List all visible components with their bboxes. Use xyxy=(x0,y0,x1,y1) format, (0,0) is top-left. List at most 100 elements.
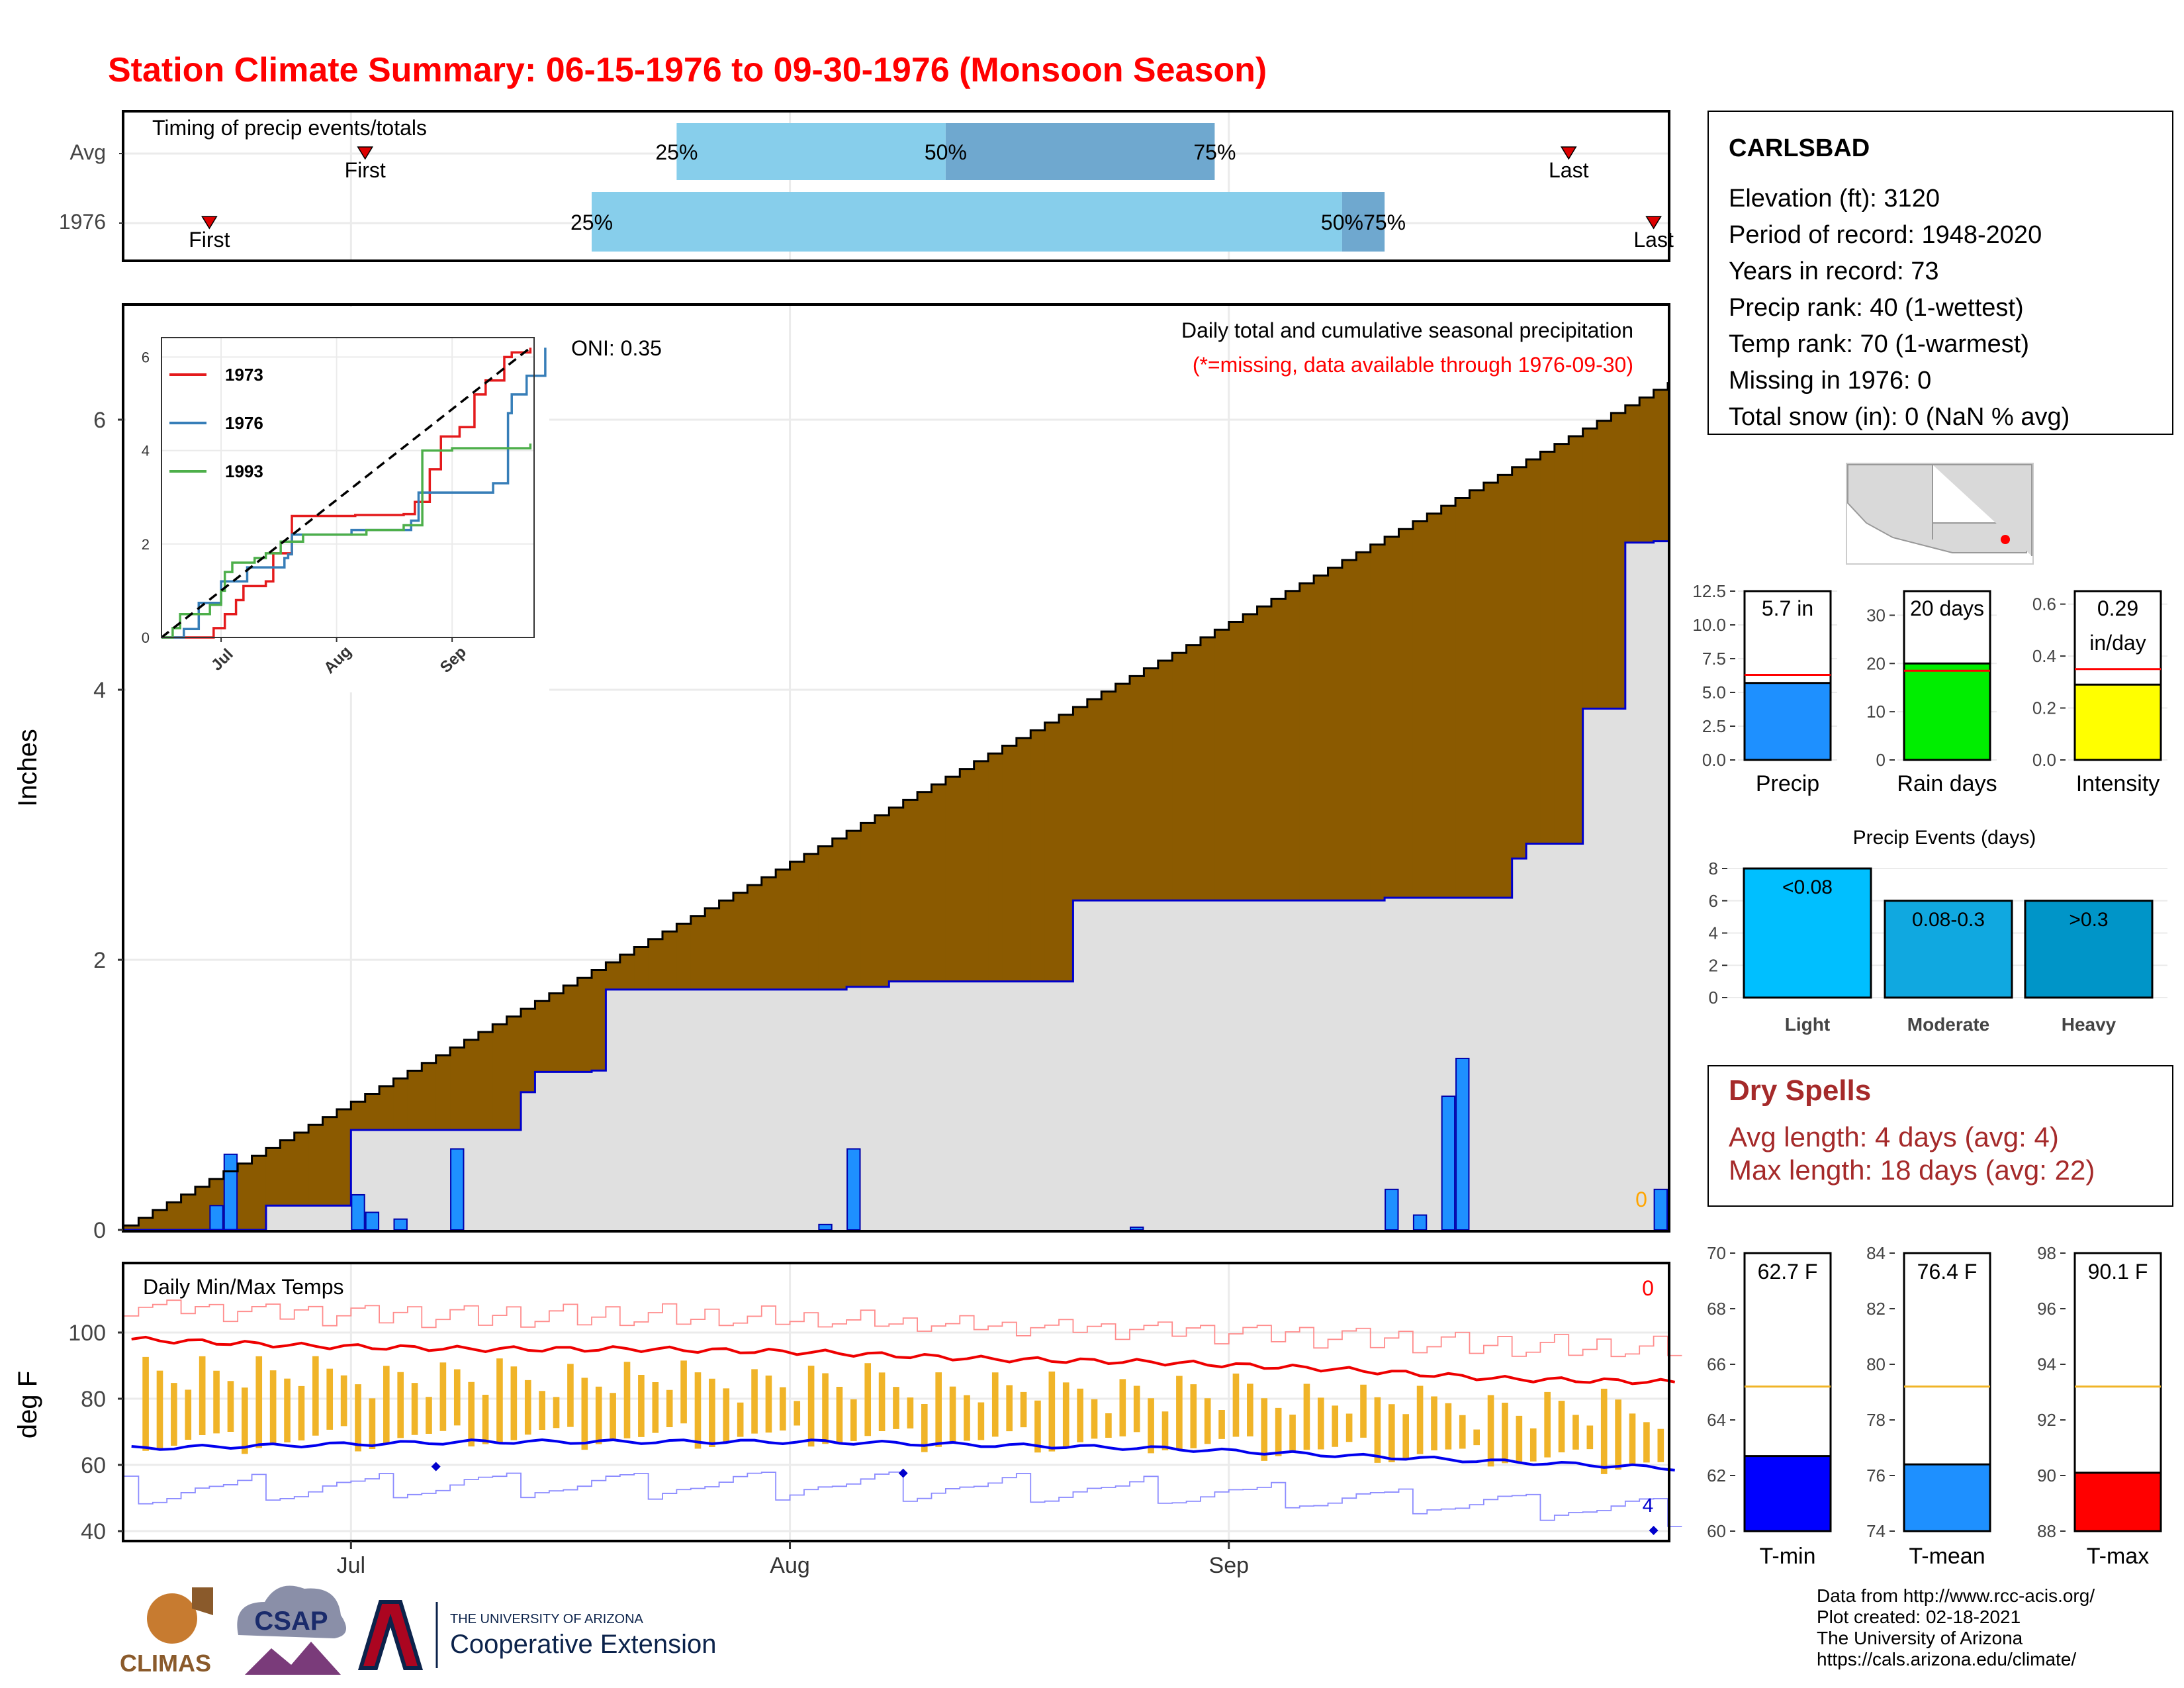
below-average-fill xyxy=(1172,653,1187,901)
temp-panel: 40 60 80 100 Daily Min/Max Temps 0 deg F 4 xyxy=(13,1262,1682,1544)
station-detail-line: Temp rank: 70 (1-warmest) xyxy=(1729,330,2029,358)
page-title: Station Climate Summary: 06-15-1976 to 0… xyxy=(108,51,1267,89)
below-average-fill xyxy=(1144,668,1159,901)
events-bar-moderate xyxy=(1884,900,2013,999)
timing-row-year-label: 1976 xyxy=(59,210,106,234)
below-average-fill xyxy=(265,1148,281,1206)
timing-first-marker xyxy=(357,146,374,160)
precip-y-label: Inches xyxy=(13,729,42,807)
events-bar-label: <0.08 xyxy=(1782,876,1833,898)
temp-bar-tick-label: 70 xyxy=(1707,1243,1726,1263)
below-average-fill xyxy=(251,1156,267,1230)
month-label: Sep xyxy=(1209,1553,1250,1578)
precip-y-tick-label: 6 xyxy=(93,408,106,433)
below-average-fill xyxy=(322,1117,338,1206)
below-average-fill xyxy=(1370,544,1385,901)
below-average-fill xyxy=(1044,722,1060,982)
average-cumulative-line xyxy=(124,382,1669,1227)
below-average-fill xyxy=(422,1062,437,1131)
below-average-fill xyxy=(1314,575,1329,901)
month-label: Aug xyxy=(770,1553,810,1578)
cumulative-lines xyxy=(124,382,1669,1231)
below-average-fill xyxy=(167,1202,182,1230)
state-border xyxy=(1933,464,2032,556)
below-average-fill xyxy=(351,1102,366,1131)
below-average-fill xyxy=(1639,397,1655,543)
temp-bar-t-min: 60 62 64 66 68 70 62.7 F T-min xyxy=(1707,1243,1832,1569)
below-average-fill xyxy=(1385,536,1400,898)
events-bar-label: 0.08-0.3 xyxy=(1912,909,1985,931)
summary-bar-tick-label: 10.0 xyxy=(1692,615,1726,635)
credit-institution: The University of Arizona xyxy=(1817,1628,2023,1648)
timing-q25-q50-bar xyxy=(592,192,1342,252)
below-average-fill xyxy=(1625,405,1640,543)
precip-events-bars: 0 2 4 6 8 <0.08 Light 0.08-0.3 Moderate >0.3 Heavy xyxy=(1709,859,2167,1035)
daily-precip-bar xyxy=(1455,1057,1470,1231)
legend-label-1976: 1976 xyxy=(225,413,263,433)
below-average-fill xyxy=(549,993,564,1072)
below-average-fill xyxy=(152,1209,167,1230)
below-average-fill xyxy=(1653,389,1668,541)
inset-lines xyxy=(160,346,547,639)
record-low-marker xyxy=(898,1468,908,1478)
below-average-fill xyxy=(1526,459,1541,844)
timing-q25-q50-bar xyxy=(676,123,946,180)
station-detail-line: Elevation (ft): 3120 xyxy=(1729,185,1940,212)
below-average-fill xyxy=(719,900,734,990)
daily-precip-bars xyxy=(209,1057,1668,1231)
month-axis: Jul Aug Sep xyxy=(337,1541,1249,1578)
below-average-fill xyxy=(1087,699,1102,901)
below-average-fill xyxy=(1540,451,1555,844)
timing-first-label: First xyxy=(189,228,230,252)
inset-legend: 1973 1976 1993 xyxy=(169,365,263,481)
below-average-fill xyxy=(1186,645,1201,901)
below-average-fill xyxy=(634,947,649,990)
summary-bar-charts: 0.0 2.5 5.0 7.5 10.0 12.5 5.7 in Precip 0 10 20 30 2… xyxy=(1692,581,2171,796)
temp-bar-tick-label: 82 xyxy=(1866,1299,1886,1319)
inset-y-tick-label: 0 xyxy=(142,630,150,646)
daily-precip-bar xyxy=(818,1223,833,1231)
below-average-fill xyxy=(1512,467,1527,859)
temp-bar-tick-label: 94 xyxy=(2037,1354,2056,1374)
below-average-fill xyxy=(931,784,946,982)
daily-precip-bar xyxy=(450,1148,465,1231)
temp-marks xyxy=(124,1299,1682,1535)
missing-count: 0 xyxy=(1635,1188,1647,1211)
temp-bar-value xyxy=(1903,1463,1991,1532)
below-average-fill xyxy=(308,1125,324,1206)
precip-events-chart: Precip Events (days) 0 2 4 6 8 <0.08 Light 0.08… xyxy=(1709,827,2167,1035)
station-detail-line: Total snow (in): 0 (NaN % avg) xyxy=(1729,403,2070,431)
temp-bar-tick-label: 76 xyxy=(1866,1466,1886,1485)
below-average-fill xyxy=(761,877,776,990)
temp-y-tick-label: 60 xyxy=(81,1453,106,1478)
below-average-fill xyxy=(1299,583,1314,901)
timing-last-marker xyxy=(1645,216,1662,230)
daily-precip-bar xyxy=(1653,1188,1668,1231)
dry-spells-avg: Avg length: 4 days (avg: 4) xyxy=(1729,1121,2059,1152)
temp-y-tick-label: 40 xyxy=(81,1519,106,1544)
daily-precip-bar xyxy=(365,1211,380,1231)
below-average-fill xyxy=(606,962,621,990)
below-average-fill xyxy=(1398,529,1414,898)
month-label: Jul xyxy=(337,1553,365,1578)
below-average-fill xyxy=(974,761,989,982)
below-average-fill xyxy=(1483,483,1498,898)
timing-quantile-label: 25% xyxy=(655,140,698,164)
summary-bar-tick-label: 0.0 xyxy=(1702,750,1726,770)
legend-label-1993: 1993 xyxy=(225,461,263,481)
temp-bar-name: T-max xyxy=(2087,1544,2149,1569)
timing-first-label: First xyxy=(345,158,386,182)
below-average-fill xyxy=(1228,622,1244,901)
daily-precip-bar xyxy=(1441,1096,1456,1231)
timing-last-label: Last xyxy=(1633,228,1674,252)
station-name: CARLSBAD xyxy=(1729,134,1870,162)
temp-bar-tick-label: 64 xyxy=(1707,1410,1726,1430)
summary-bar-label: 20 days xyxy=(1910,596,1984,620)
station-location-marker xyxy=(2001,535,2010,544)
inset-y-tick-label: 6 xyxy=(142,349,150,365)
climas-logo: CLIMAS xyxy=(120,1587,213,1677)
temp-bar-tick-label: 98 xyxy=(2037,1243,2056,1263)
below-average-fill xyxy=(1554,444,1569,844)
